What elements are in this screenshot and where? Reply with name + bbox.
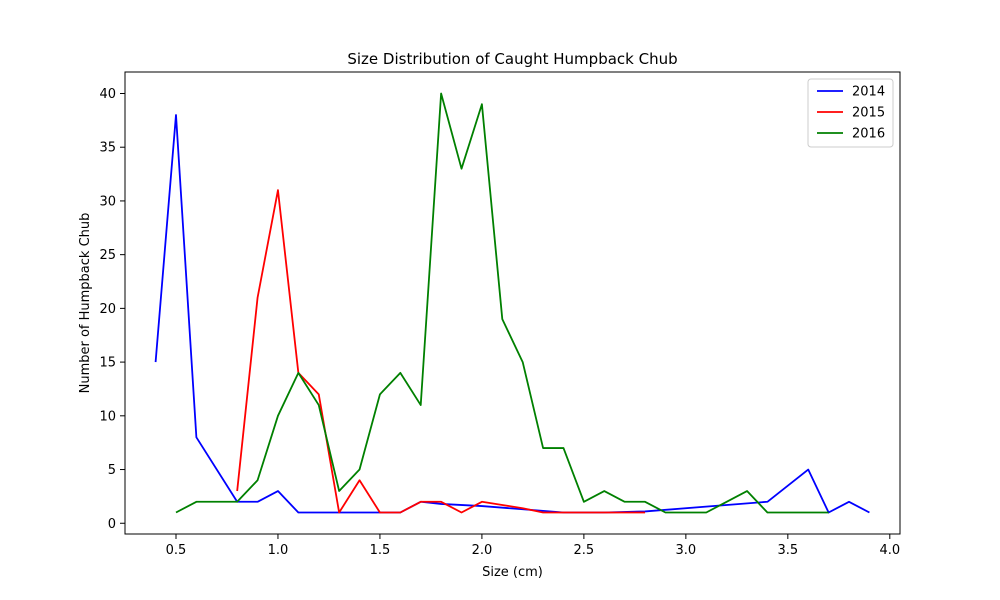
x-tick-label: 1.5 (370, 543, 391, 558)
y-tick-label: 35 (99, 141, 116, 156)
x-axis-label: Size (cm) (482, 565, 543, 580)
y-axis-label: Number of Humpback Chub (78, 213, 93, 394)
legend-label-2015: 2015 (852, 106, 885, 121)
y-tick-label: 30 (99, 194, 116, 209)
y-tick-label: 15 (99, 356, 116, 371)
plot-frame (124, 71, 901, 535)
legend-box (807, 78, 894, 148)
x-tick-label: 4.0 (879, 543, 900, 558)
x-tick-label: 2.5 (574, 543, 595, 558)
series-line-2015 (236, 189, 646, 514)
legend-label-2014: 2014 (852, 85, 885, 100)
y-tick-label: 5 (108, 463, 116, 478)
legend: 2014 2015 2016 (807, 78, 894, 148)
series-line-2016 (175, 92, 829, 514)
chart-title: Size Distribution of Caught Humpback Chu… (347, 50, 677, 68)
x-tick-label: 0.5 (166, 543, 187, 558)
x-tick-label: 1.0 (268, 543, 289, 558)
y-axis-ticks: 0 5 10 15 20 25 30 35 40 (99, 87, 125, 532)
x-tick-label: 3.0 (676, 543, 697, 558)
plot-lines (154, 92, 870, 514)
y-tick-label: 0 (108, 517, 116, 532)
x-axis-ticks: 0.5 1.0 1.5 2.0 2.5 3.0 3.5 4.0 (166, 534, 900, 558)
x-tick-label: 3.5 (777, 543, 798, 558)
legend-label-2016: 2016 (852, 127, 885, 142)
y-tick-label: 10 (99, 409, 116, 424)
y-tick-label: 20 (99, 302, 116, 317)
y-tick-label: 40 (99, 87, 116, 102)
x-tick-label: 2.0 (472, 543, 493, 558)
y-tick-label: 25 (99, 248, 116, 263)
